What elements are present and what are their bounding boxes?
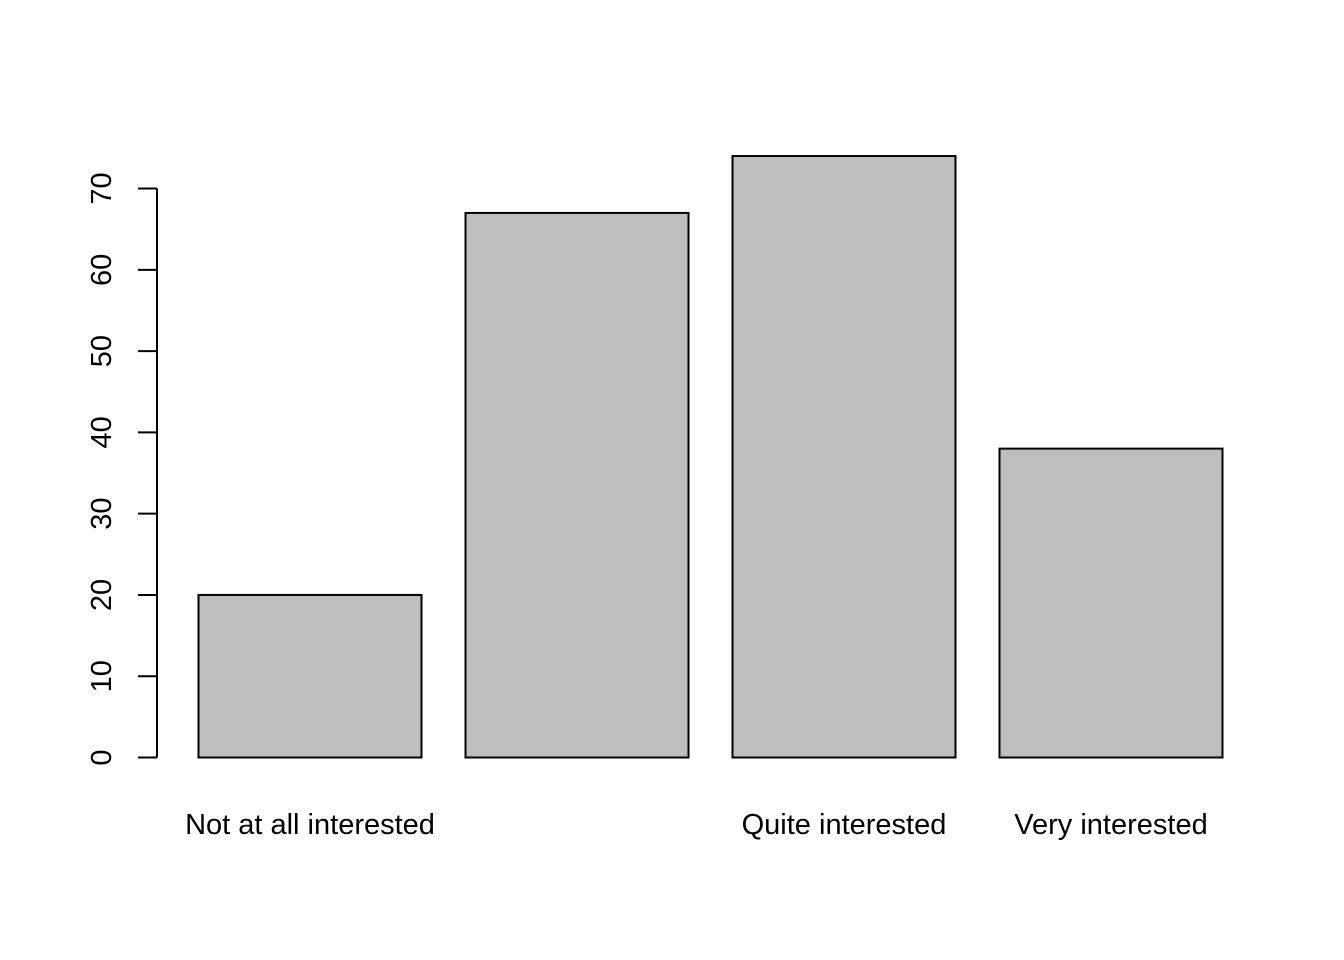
bar-2 [731, 155, 957, 759]
x-axis-labels: Not at all interested Quite interested Ver… [185, 809, 1208, 841]
y-tick-label-10: 10 [86, 660, 118, 692]
y-tick-label-20: 20 [86, 579, 118, 611]
y-tick-label-50: 50 [86, 335, 118, 367]
x-category-label-3: Very interested [1014, 809, 1207, 841]
y-axis: 0 10 20 30 40 50 60 70 [86, 172, 158, 766]
bar-1 [464, 211, 690, 759]
bar-0 [197, 593, 423, 759]
y-tick-label-70: 70 [86, 172, 118, 204]
y-tick-label-40: 40 [86, 416, 118, 448]
y-tick-label-30: 30 [86, 498, 118, 530]
bar-3 [998, 447, 1224, 759]
y-tick-label-0: 0 [86, 749, 118, 765]
x-category-label-0: Not at all interested [185, 809, 435, 841]
bars-group [197, 155, 1224, 759]
x-category-label-2: Quite interested [742, 809, 947, 841]
y-tick-label-60: 60 [86, 254, 118, 286]
